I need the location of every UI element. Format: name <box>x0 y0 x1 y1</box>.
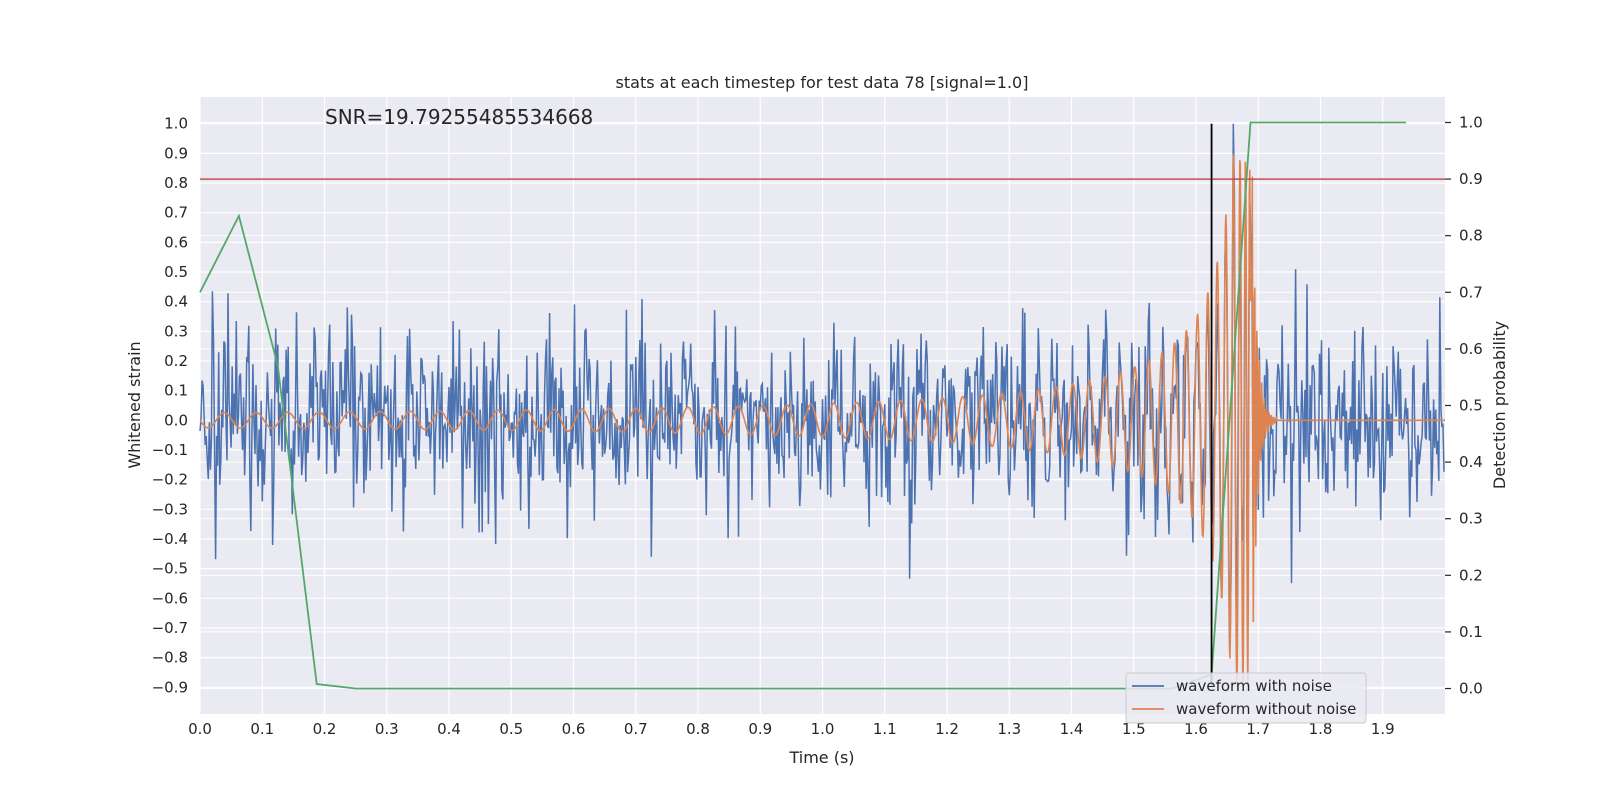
y2-axis-label: Detection probability <box>1490 321 1509 489</box>
y-tick-label: −0.7 <box>152 619 188 637</box>
series-line-waveform-without-noise <box>199 154 1445 688</box>
x-tick-label: 1.8 <box>1309 720 1333 738</box>
y2-tick-label: 0.1 <box>1459 623 1483 641</box>
x-tick-label: 0.0 <box>188 720 212 738</box>
x-tick-label: 1.2 <box>935 720 959 738</box>
y-tick-label: 1.0 <box>164 115 188 133</box>
y-tick-label: −0.5 <box>152 560 188 578</box>
y-tick-label: −0.6 <box>152 589 188 607</box>
y2-tick-label: 0.3 <box>1459 510 1483 528</box>
x-tick-label: 0.4 <box>437 720 461 738</box>
y-tick-label: −0.8 <box>152 649 188 667</box>
x-tick-label: 1.1 <box>873 720 897 738</box>
y2-tick-label: 0.0 <box>1459 680 1483 698</box>
y-tick-label: 0.6 <box>164 233 188 251</box>
y-tick-label: 0.4 <box>164 293 188 311</box>
x-tick-label: 1.9 <box>1371 720 1395 738</box>
plot-area <box>199 121 1445 690</box>
y-tick-label: 0.0 <box>164 411 188 429</box>
y2-tick-label: 0.2 <box>1459 566 1483 584</box>
y-tick-label: 0.3 <box>164 322 188 340</box>
x-tick-label: 0.9 <box>748 720 772 738</box>
legend-box <box>1125 672 1367 724</box>
y-tick-label: 0.7 <box>164 204 188 222</box>
x-tick-label: 1.7 <box>1246 720 1270 738</box>
y-tick-label: 0.1 <box>164 382 188 400</box>
y-tick-label: 0.9 <box>164 144 188 162</box>
y-tick-label: −0.9 <box>152 678 188 696</box>
snr-annotation: SNR=19.79255485534668 <box>325 105 593 129</box>
y2-tick-label: 0.4 <box>1459 453 1483 471</box>
y2-axis-ticks: 0.0 0.1 0.2 0.3 0.4 0.5 0.6 0.7 0.8 0.9 1.0 <box>1445 113 1483 698</box>
y2-tick-label: 0.5 <box>1459 397 1483 415</box>
x-tick-label: 1.0 <box>811 720 835 738</box>
y-tick-label: 0.2 <box>164 352 188 370</box>
legend: waveform with noise waveform without noi… <box>1125 672 1367 724</box>
y2-tick-label: 0.6 <box>1459 340 1483 358</box>
y-tick-label: 0.5 <box>164 263 188 281</box>
x-tick-label: 0.2 <box>313 720 337 738</box>
y2-tick-label: 0.7 <box>1459 283 1483 301</box>
y2-tick-label: 1.0 <box>1459 113 1483 131</box>
x-tick-label: 0.8 <box>686 720 710 738</box>
x-axis-label: Time (s) <box>788 748 854 767</box>
x-tick-label: 0.3 <box>375 720 399 738</box>
x-tick-label: 0.7 <box>624 720 648 738</box>
x-tick-label: 1.5 <box>1122 720 1146 738</box>
y-tick-label: −0.4 <box>152 530 188 548</box>
legend-label-waveform-without-noise: waveform without noise <box>1176 700 1356 718</box>
y-tick-label: 0.8 <box>164 174 188 192</box>
y2-tick-label: 0.9 <box>1459 170 1483 188</box>
y-tick-label: −0.2 <box>152 471 188 489</box>
x-tick-label: 1.4 <box>1060 720 1084 738</box>
y-tick-label: −0.1 <box>152 441 188 459</box>
series-line-detection-probability <box>199 121 1407 690</box>
x-tick-label: 0.5 <box>499 720 523 738</box>
x-tick-label: 1.6 <box>1184 720 1208 738</box>
y-tick-label: −0.3 <box>152 500 188 518</box>
x-tick-label: 0.1 <box>250 720 274 738</box>
x-tick-label: 1.3 <box>997 720 1021 738</box>
x-axis-ticks: 0.0 0.1 0.2 0.3 0.4 0.5 0.6 0.7 0.8 0.9 1.0 1.1 1.2 1… <box>188 720 1395 738</box>
y-axis-ticks: −0.9 −0.8 −0.7 −0.6 −0.5 −0.4 −0.3 −0.2 −0.1 0.0 0… <box>152 115 188 697</box>
chart-title: stats at each timestep for test data 78 … <box>616 73 1029 92</box>
y2-tick-label: 0.8 <box>1459 227 1483 245</box>
legend-label-waveform-with-noise: waveform with noise <box>1176 677 1332 695</box>
x-tick-label: 0.6 <box>562 720 586 738</box>
y-axis-label: Whitened strain <box>125 341 144 468</box>
